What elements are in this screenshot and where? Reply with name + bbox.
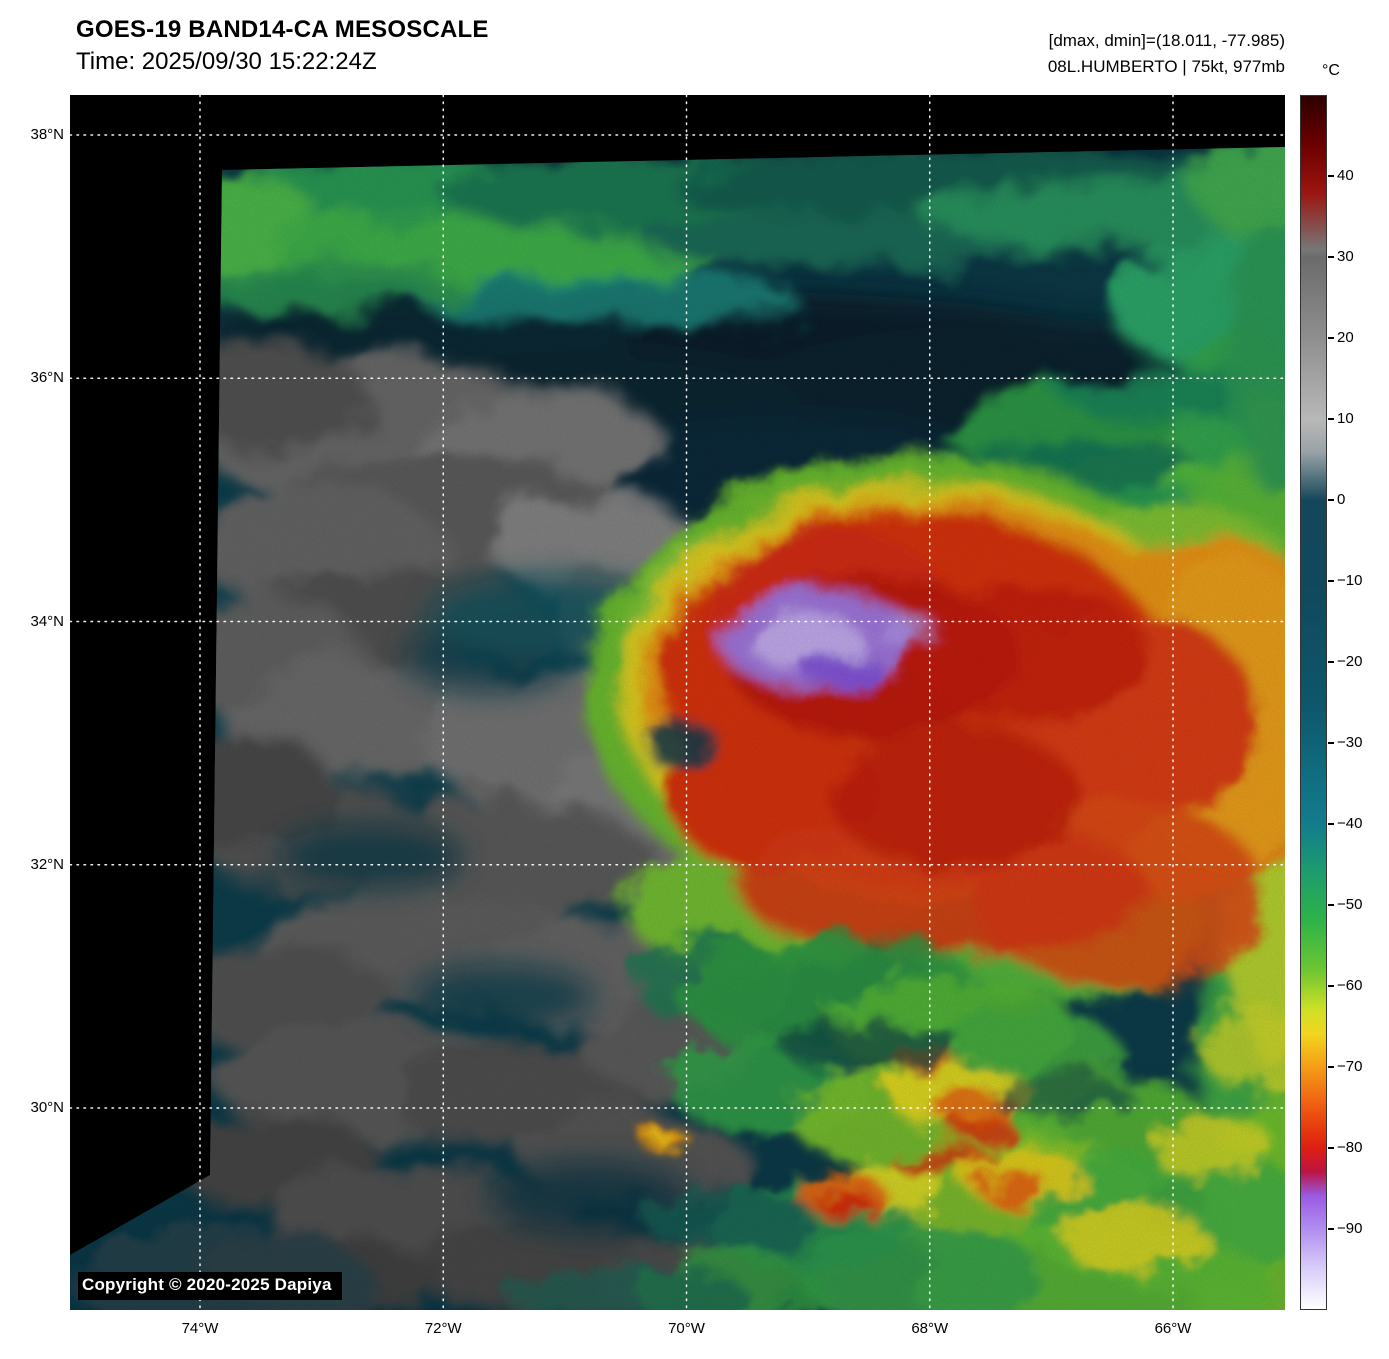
colorbar-tick-label: −50 <box>1337 896 1363 913</box>
header-right: [dmax, dmin]=(18.011, -77.985) 08L.HUMBE… <box>1048 28 1285 81</box>
map-plot-area: Copyright © 2020-2025 Dapiya <box>70 95 1285 1310</box>
lat-tick-label: 36°N <box>30 369 64 387</box>
colorbar-tick-label: −20 <box>1337 653 1363 670</box>
colorbar-tick-label: 40 <box>1337 167 1354 184</box>
satellite-image <box>70 95 1285 1310</box>
dmax-dmin-readout: [dmax, dmin]=(18.011, -77.985) <box>1048 31 1285 50</box>
image-grain-overlay <box>70 147 1285 1310</box>
colorbar-tick <box>1328 418 1334 420</box>
figure-title: GOES-19 BAND14-CA MESOSCALE <box>76 16 489 43</box>
lat-tick-label: 34°N <box>30 612 64 630</box>
colorbar-tick-label: −10 <box>1337 572 1363 589</box>
colorbar-tick-label: 20 <box>1337 329 1354 346</box>
lat-tick-label: 30°N <box>30 1099 64 1116</box>
header-left: GOES-19 BAND14-CA MESOSCALE Time: 2025/0… <box>76 16 489 76</box>
lon-tick-label: 74°W <box>181 1320 219 1337</box>
colorbar-tick <box>1328 1147 1334 1149</box>
storm-info: 08L.HUMBERTO | 75kt, 977mb <box>1047 57 1285 77</box>
colorbar-tick <box>1328 499 1334 501</box>
figure-timestamp: Time: 2025/09/30 15:22:24Z <box>76 48 377 75</box>
lat-tick-label: 32°N <box>30 855 64 873</box>
colorbar-tick <box>1328 175 1334 177</box>
colorbar-tick <box>1328 742 1334 744</box>
colorbar-tick-label: −30 <box>1337 734 1363 751</box>
lon-tick-label: 70°W <box>668 1320 705 1337</box>
colorbar <box>1300 95 1327 1310</box>
colorbar-tick <box>1328 256 1334 258</box>
colorbar-tick <box>1328 337 1334 339</box>
lon-tick-label: 72°W <box>424 1320 462 1337</box>
colorbar-tick <box>1328 985 1334 987</box>
colorbar-tick <box>1328 661 1334 663</box>
colorbar-tick <box>1328 1066 1334 1068</box>
colorbar-tick-label: −40 <box>1337 815 1363 832</box>
colorbar-tick-label: −80 <box>1337 1139 1363 1156</box>
colorbar-tick <box>1328 1228 1334 1230</box>
data-region <box>70 147 1285 1310</box>
colorbar-tick-label: −70 <box>1337 1058 1363 1075</box>
colorbar-tick-label: −60 <box>1337 977 1363 994</box>
lon-tick-label: 66°W <box>1154 1320 1192 1337</box>
colorbar-unit-label: °C <box>1322 62 1340 79</box>
latlon-gridlines <box>70 95 1285 1310</box>
colorbar-tick <box>1328 580 1334 582</box>
colorbar-tick-label: −90 <box>1337 1220 1363 1237</box>
colorbar-tick-label: 30 <box>1337 248 1354 265</box>
colorbar-tick <box>1328 823 1334 825</box>
lat-tick-label: 38°N <box>30 126 64 143</box>
colorbar-tick <box>1328 904 1334 906</box>
copyright-watermark: Copyright © 2020-2025 Dapiya <box>78 1272 342 1300</box>
colorbar-tick-label: 10 <box>1337 410 1354 427</box>
lon-tick-label: 68°W <box>911 1320 949 1337</box>
colorbar-tick-label: 0 <box>1337 491 1346 508</box>
